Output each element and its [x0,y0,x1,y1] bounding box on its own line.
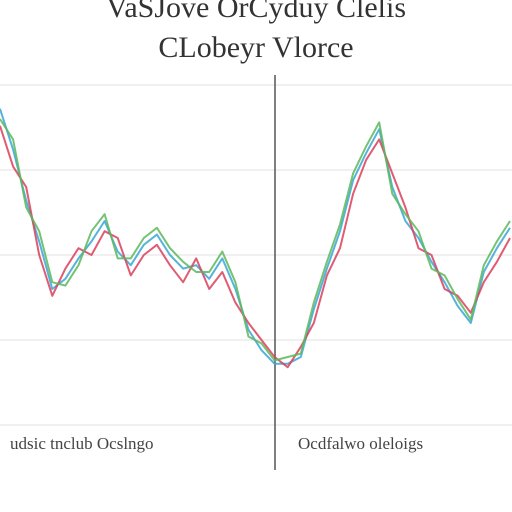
annotation: Ocdfalwo oleloigs [298,434,423,453]
series-line [0,118,511,362]
chart-title: VaSJove OrCyduy Clelis [106,0,406,24]
chart-subtitle: CLobeyr Vlorce [158,31,353,64]
annotation: udsic tnclub Ocslngo [10,434,154,453]
